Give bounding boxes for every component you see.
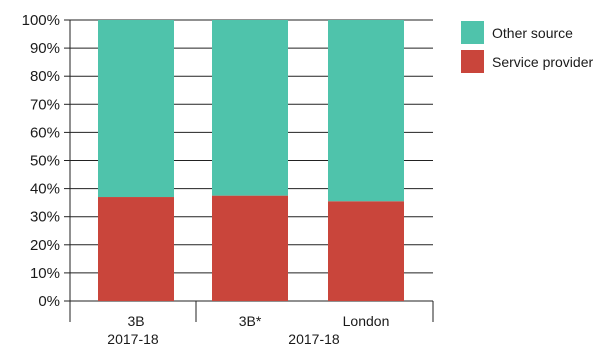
y-tick-label: 40% <box>30 181 60 198</box>
y-tick-label: 50% <box>30 153 60 170</box>
y-tick-label: 80% <box>30 68 60 85</box>
legend-swatch <box>461 21 484 44</box>
bar-other-source <box>212 20 288 196</box>
legend-label: Other source <box>492 25 573 41</box>
y-tick-label: 100% <box>22 12 60 29</box>
y-tick-label: 60% <box>30 124 60 141</box>
y-tick-label: 90% <box>30 40 60 57</box>
y-tick-label: 10% <box>30 265 60 282</box>
x-group-label: 2017-18 <box>288 331 340 347</box>
y-tick-label: 70% <box>30 96 60 113</box>
legend-label: Service provider <box>492 54 593 70</box>
x-category-label: 3B* <box>239 313 262 329</box>
legend-swatch <box>461 50 484 73</box>
bar-other-source <box>328 20 404 202</box>
x-group-label: 2017-18 <box>107 331 159 347</box>
bar-other-source <box>98 20 174 198</box>
y-tick-label: 30% <box>30 209 60 226</box>
bar-service-provider <box>328 201 404 301</box>
x-category-label: London <box>343 313 390 329</box>
x-category-label: 3B <box>127 313 144 329</box>
bar-service-provider <box>98 197 174 301</box>
y-tick-label: 20% <box>30 237 60 254</box>
bar-service-provider <box>212 195 288 301</box>
y-tick-label: 0% <box>38 293 60 310</box>
